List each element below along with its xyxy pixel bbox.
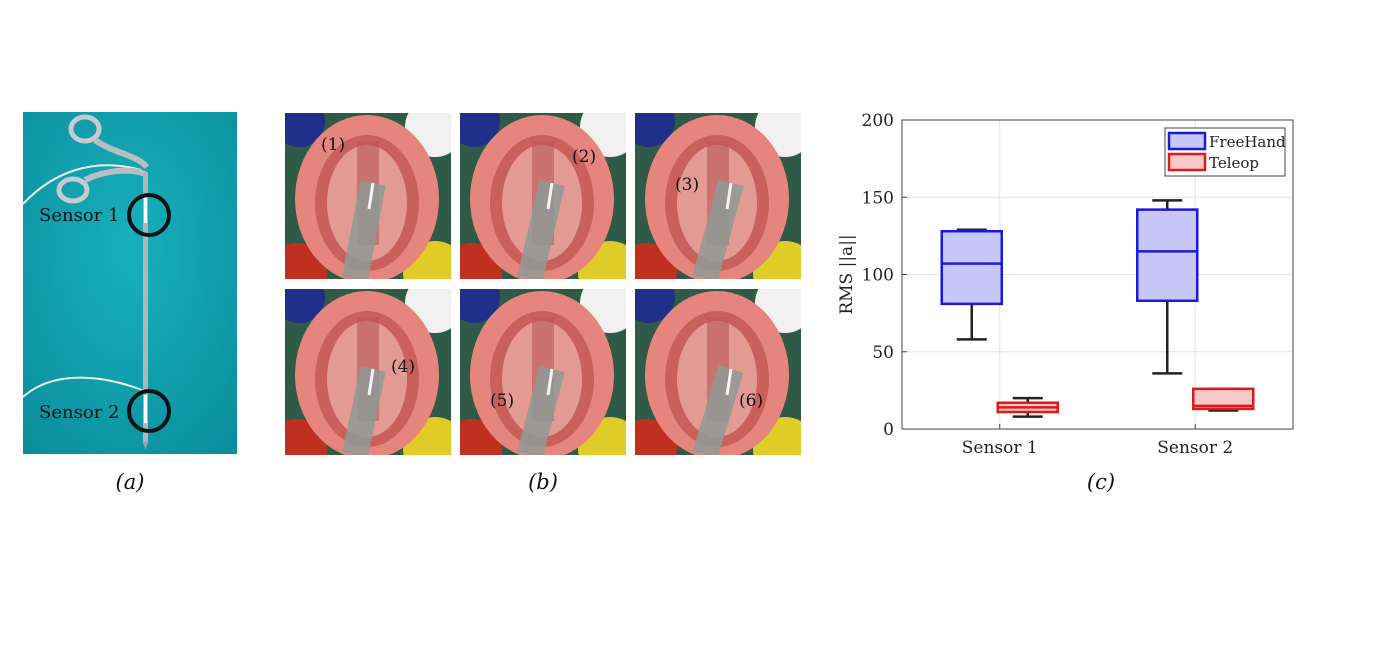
frame-tile-5: (5) (460, 289, 626, 455)
legend-label-teleop: Teleop (1209, 154, 1259, 172)
boxplot-panel: 0 50 100 150 200 Sensor 1 Sensor 2 RMS ||a|| Fre… (830, 100, 1310, 470)
frame-label-2: (2) (572, 147, 597, 167)
frame-tile-6: (6) (635, 289, 801, 455)
y-tick-label-2: 100 (862, 266, 894, 286)
instrument-photo-panel: Sensor 1 Sensor 2 (22, 112, 237, 454)
caption-c: (c) (1086, 470, 1116, 494)
legend-swatch-teleop (1167, 152, 1207, 172)
sensor-2-marker (127, 389, 171, 433)
y-tick-label-1: 50 (872, 343, 894, 363)
sensor-2-label: Sensor 2 (39, 402, 119, 423)
legend-swatch-freehand (1167, 131, 1207, 151)
y-tick-label-3: 150 (862, 188, 894, 208)
caption-a: (a) (115, 470, 145, 494)
frame-image (285, 113, 451, 279)
frame-label-5: (5) (490, 391, 515, 411)
x-tick-label-0: Sensor 1 (962, 438, 1038, 458)
legend-label-freehand: FreeHand (1209, 133, 1286, 151)
frame-tile-2: (2) (460, 113, 626, 279)
boxplot-chart: 0 50 100 150 200 Sensor 1 Sensor 2 RMS ||a|| Fre… (837, 111, 1294, 458)
x-tick-label-1: Sensor 2 (1157, 438, 1233, 458)
frame-image (460, 113, 626, 279)
frame-label-1: (1) (321, 135, 346, 155)
y-tick-label-4: 200 (862, 111, 894, 131)
instrument-photo: Sensor 1 Sensor 2 (22, 112, 237, 454)
frame-label-4: (4) (391, 357, 416, 377)
caption-b: (b) (528, 470, 558, 494)
sensor-1-label: Sensor 1 (39, 205, 119, 226)
frame-tile-3: (3) (635, 113, 801, 279)
sensor-1-marker (127, 193, 171, 237)
frame-image (635, 113, 801, 279)
box-freehand-2-iqr (1136, 208, 1199, 303)
frame-label-3: (3) (675, 175, 700, 195)
y-tick-label-0: 0 (883, 420, 894, 440)
box-teleop-2-iqr (1192, 387, 1255, 411)
frame-image (285, 289, 451, 455)
frame-image (460, 289, 626, 455)
y-axis-label: RMS ||a|| (837, 234, 857, 314)
frame-label-6: (6) (739, 391, 764, 411)
frame-image (635, 289, 801, 455)
frame-tile-1: (1) (285, 113, 451, 279)
box-freehand-1-iqr (940, 229, 1003, 306)
frame-tile-4: (4) (285, 289, 451, 455)
